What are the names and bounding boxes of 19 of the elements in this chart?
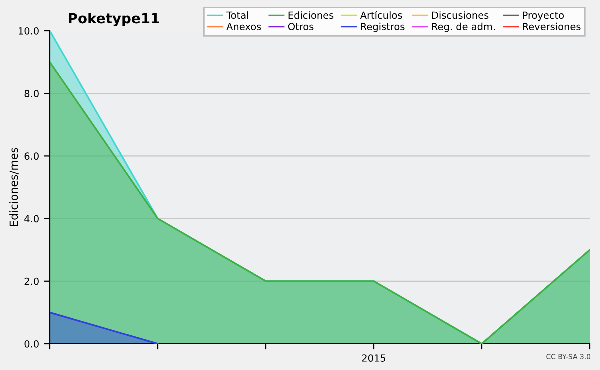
legend-label: Reversiones (523, 22, 581, 30)
legend-label: Proyecto (523, 12, 564, 21)
legend-label: Total (226, 12, 248, 20)
legend-label: Anexos (226, 23, 262, 30)
y-tick-label: 8.0 (24, 90, 39, 98)
legend-label: Artículos (360, 11, 402, 20)
y-tick-label: 10.0 (19, 27, 39, 35)
y-tick-label: 0.0 (24, 340, 39, 348)
chart-title: Poketype11 (69, 12, 160, 26)
legend-label: Reg. de adm. (432, 22, 495, 32)
y-tick-label: 6.0 (24, 152, 39, 160)
legend-label: Ediciones (288, 12, 334, 20)
y-axis-title: Ediciones/mes (10, 148, 20, 226)
y-tick-label: 4.0 (24, 215, 39, 223)
legend-label: Registros (361, 22, 405, 32)
x-tick-label: 2015 (362, 354, 386, 362)
legend-label: Otros (288, 23, 314, 30)
y-tick-label: 2.0 (24, 278, 39, 286)
legend-label: Discusiones (432, 12, 489, 20)
